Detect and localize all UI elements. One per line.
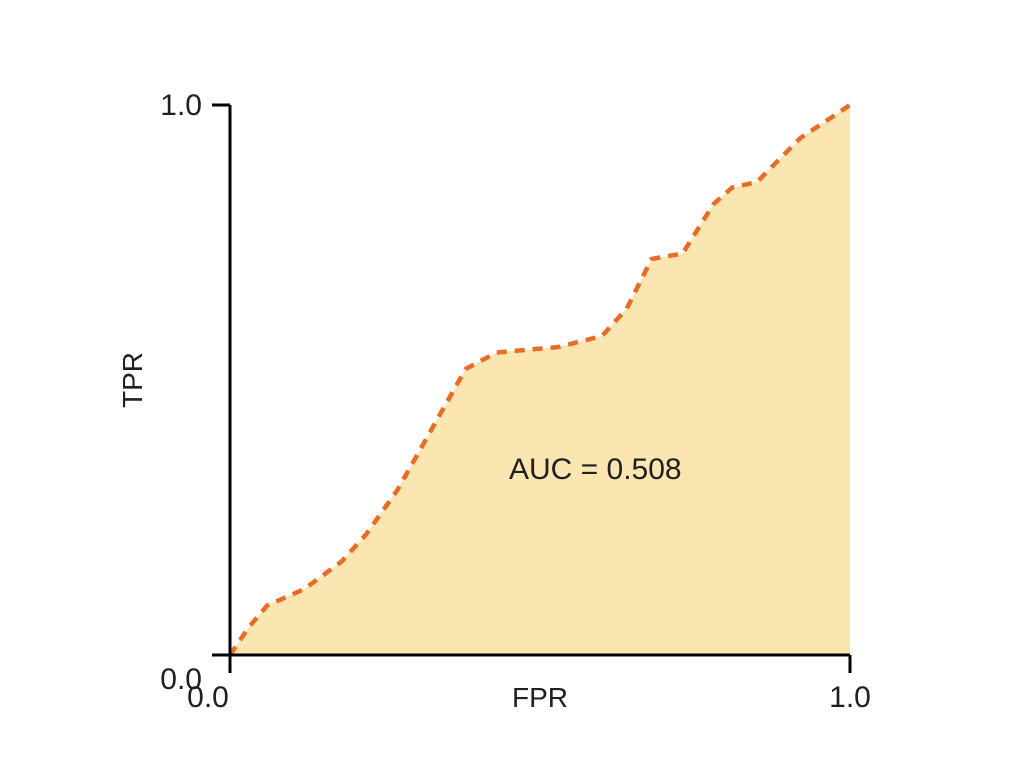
- plot-area: 0.0 1.0 0.0 1.0 FPR TPR AUC = 0.508: [117, 89, 871, 714]
- y-ticks: [212, 105, 230, 655]
- x-axis-label: FPR: [512, 682, 568, 713]
- auc-annotation: AUC = 0.508: [509, 453, 682, 486]
- x-tick-label-1: 1.0: [829, 681, 871, 714]
- x-ticks: [230, 655, 850, 673]
- y-tick-label-0: 0.0: [160, 663, 202, 696]
- y-axis-label: TPR: [117, 352, 148, 408]
- y-tick-label-1: 1.0: [160, 89, 202, 122]
- roc-chart: 0.0 1.0 0.0 1.0 FPR TPR AUC = 0.508: [0, 0, 1024, 768]
- roc-chart-svg: 0.0 1.0 0.0 1.0 FPR TPR AUC = 0.508: [0, 0, 1024, 768]
